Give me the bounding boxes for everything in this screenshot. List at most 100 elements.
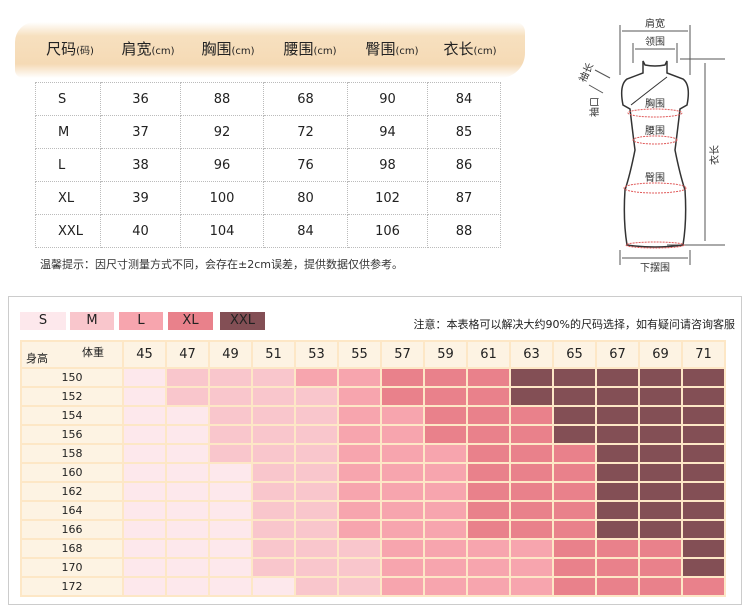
height-header: 166 [22, 521, 122, 538]
height-header: 150 [22, 369, 122, 386]
header-label: 胸围 [201, 40, 232, 58]
label-sleeve-length: 袖长 [576, 61, 596, 85]
size-cell-l [511, 540, 552, 557]
spec-cell: 40 [100, 214, 181, 248]
size-cell-l [339, 521, 380, 538]
size-cell-s [124, 369, 165, 386]
spec-cell: 92 [180, 115, 264, 149]
size-cell-s [124, 521, 165, 538]
size-cell-xxl [597, 521, 638, 538]
size-cell-l [296, 369, 337, 386]
size-cell-xxl [511, 388, 552, 405]
height-row: 150 [22, 369, 724, 386]
size-cell-xxl [597, 445, 638, 462]
spec-cell: 106 [347, 214, 428, 248]
size-cell-l [511, 578, 552, 595]
size-cell-s [124, 426, 165, 443]
label-cuff: 袖口 [588, 97, 601, 117]
weight-header: 59 [425, 342, 466, 367]
size-cell-xxl [683, 445, 724, 462]
size-cell-xxl [640, 483, 681, 500]
size-cell-xxl [511, 369, 552, 386]
weight-header: 45 [124, 342, 165, 367]
size-cell-xl [425, 369, 466, 386]
size-cell-l [425, 464, 466, 481]
size-cell-xl [597, 559, 638, 576]
weight-label: 体重 [82, 346, 104, 359]
size-cell-xl [683, 578, 724, 595]
height-row: 166 [22, 521, 724, 538]
header-unit: (cm) [473, 46, 497, 57]
size-cell-s [124, 407, 165, 424]
size-cell-s [167, 502, 208, 519]
header-unit: (码) [76, 46, 94, 57]
header-label: 腰围 [283, 40, 314, 58]
size-cell-l [425, 540, 466, 557]
size-cell-m [296, 502, 337, 519]
height-header: 164 [22, 502, 122, 519]
size-cell-xxl [554, 369, 595, 386]
size-cell-m [296, 578, 337, 595]
size-cell-xxl [683, 559, 724, 576]
spec-row: M 37 92 72 94 85 [35, 115, 501, 149]
size-cell-xxl [640, 464, 681, 481]
size-cell-l [339, 502, 380, 519]
size-cell-m [210, 445, 251, 462]
spec-cell: 84 [427, 82, 501, 116]
size-cell-xl [554, 540, 595, 557]
size-cell-xl [468, 464, 509, 481]
size-cell-xxl [597, 464, 638, 481]
size-cell-m [253, 464, 294, 481]
size-cell-xl [511, 407, 552, 424]
height-header: 172 [22, 578, 122, 595]
size-cell-xl [554, 445, 595, 462]
size-cell-xl [468, 445, 509, 462]
size-cell-xxl [640, 521, 681, 538]
measurement-tip: 温馨提示：因尺寸测量方式不同，会存在±2cm误差，提供数据仅供参考。 [40, 258, 403, 271]
label-hem: 下摆围 [640, 261, 670, 274]
size-cell-xl [640, 540, 681, 557]
size-cell-xxl [683, 369, 724, 386]
size-cell-l [468, 559, 509, 576]
size-cell-l [425, 445, 466, 462]
spec-cell: 37 [100, 115, 181, 149]
size-cell-m [296, 521, 337, 538]
spec-cell: 88 [180, 82, 264, 116]
label-collar: 领围 [645, 35, 665, 48]
header-label: 衣长 [443, 40, 474, 58]
height-header: 152 [22, 388, 122, 405]
spec-header: 腰围(cm) [283, 38, 336, 59]
size-cell-xl [554, 464, 595, 481]
size-cell-l [382, 445, 423, 462]
dress-measurement-diagram: 肩宽 领围 胸围 腰围 臀围 下摆围 袖长 袖口 衣长 [576, 17, 725, 274]
spec-header: 臀围(cm) [365, 38, 418, 59]
size-cell-xxl [683, 426, 724, 443]
size-cell-m [296, 407, 337, 424]
weight-header: 65 [554, 342, 595, 367]
spec-cell: 39 [100, 181, 181, 215]
size-cell-l [382, 407, 423, 424]
spec-cell: 100 [180, 181, 264, 215]
size-cell-l [511, 559, 552, 576]
size-cell-l [382, 540, 423, 557]
size-cell: S [35, 82, 101, 116]
size-cell-xxl [554, 388, 595, 405]
legend-l: L [119, 312, 163, 330]
size-cell-m [339, 578, 380, 595]
size-cell-xl [511, 464, 552, 481]
size-cell-xxl [640, 407, 681, 424]
weight-header: 49 [210, 342, 251, 367]
size-cell-m [210, 388, 251, 405]
size-cell-l [382, 502, 423, 519]
height-header: 160 [22, 464, 122, 481]
size-cell-xl [511, 483, 552, 500]
spec-cell: 85 [427, 115, 501, 149]
size-cell-m [296, 559, 337, 576]
size-cell-xxl [554, 426, 595, 443]
size-cell-xxl [683, 540, 724, 557]
size-cell-m [296, 540, 337, 557]
grid-note: 注意：本表格可以解决大约90%的尺码选择，如有疑问请咨询客服 [413, 318, 735, 331]
size-cell-l [425, 483, 466, 500]
size-cell-m [253, 426, 294, 443]
height-row: 158 [22, 445, 724, 462]
